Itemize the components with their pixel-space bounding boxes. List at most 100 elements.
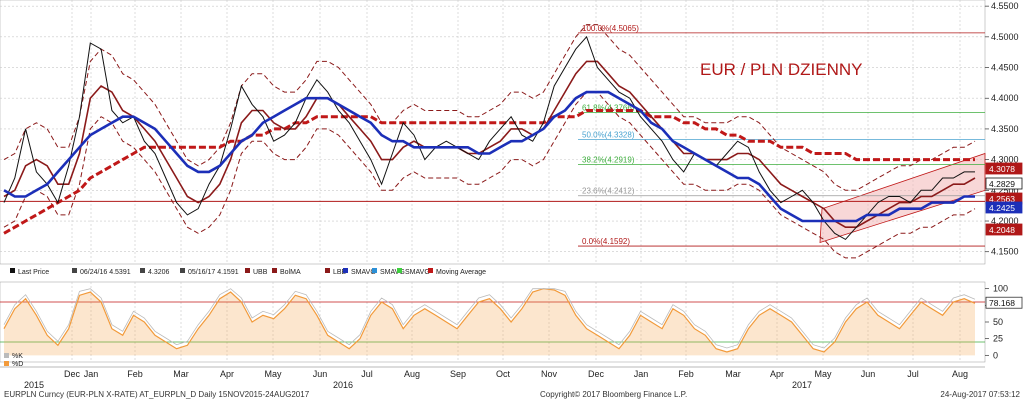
legend-label-5: BolMA: [280, 269, 301, 276]
legend-swatch-9: [397, 268, 402, 273]
x-month-label-15: Mar: [725, 369, 741, 379]
legend-swatch-5: [272, 268, 277, 273]
y-tick-label-7: 4.5000: [991, 32, 1019, 42]
legend-label-7: SMAVG: [351, 269, 376, 276]
legend-label-4: UBB: [253, 269, 268, 276]
y-tick-label-6: 4.4500: [991, 63, 1019, 73]
fib-label-3: 38.2%(4.2919): [582, 156, 635, 165]
x-month-label-18: Jun: [861, 369, 876, 379]
x-month-label-3: Mar: [173, 369, 189, 379]
y-tick-label-1: 4.2000: [991, 216, 1019, 226]
legend-swatch-0: [10, 268, 15, 273]
y-tick-label-3: 4.3000: [991, 155, 1019, 165]
stoch-area: [4, 288, 975, 356]
legend-label-3: 05/16/17 4.1591: [188, 269, 239, 276]
x-month-label-17: May: [814, 369, 832, 379]
x-month-label-9: Sep: [450, 369, 466, 379]
x-year-label-1: 2016: [333, 380, 353, 390]
series-smavg-blue: [3, 90, 975, 223]
stoch-y-tick-label-1: 25: [993, 334, 1003, 344]
legend-swatch-1: [72, 268, 77, 273]
x-month-label-16: Apr: [770, 369, 784, 379]
x-year-label-2: 2017: [792, 380, 812, 390]
chart-title: EUR / PLN DZIENNY: [700, 60, 862, 79]
x-month-label-10: Oct: [496, 369, 511, 379]
price-tag-box-4: [985, 223, 1023, 236]
stoch-d-line: [3, 288, 976, 353]
stoch-legend-label-1: %D: [12, 361, 23, 368]
fib-label-2: 50.0%(4.3328): [582, 130, 635, 139]
stoch-legend-label-0: %K: [12, 353, 23, 360]
legend-label-10: Moving Average: [436, 269, 486, 276]
x-month-label-19: Jul: [907, 369, 919, 379]
x-month-label-7: Jul: [361, 369, 373, 379]
x-month-label-11: Nov: [541, 369, 558, 379]
legend-swatch-7: [343, 268, 348, 273]
price-tag-label-4: 4.2048: [989, 225, 1015, 235]
footer-center: Copyright© 2017 Bloomberg Finance L.P.: [540, 390, 687, 399]
stoch-legend-swatch-0: [4, 353, 9, 358]
x-month-label-13: Jan: [634, 369, 649, 379]
y-axis: 4.1500 4.2000 4.2500 4.3000 4.3500 4.4000 4.45…: [985, 1, 1019, 360]
fib-label-0: 100.0%(4.5065): [582, 24, 639, 33]
footer-right: 24-Aug-2017 07:53:12: [940, 390, 1020, 399]
stoch-y-tick-label-4: 100: [993, 284, 1008, 294]
price-tag-label-0: 4.3078: [989, 164, 1015, 174]
price-tag-label-2: 4.2563: [989, 194, 1015, 204]
series-upper-band: [3, 24, 976, 191]
legend: Last Price 06/24/16 4.5391 4.3206 05/16/17 …: [4, 268, 486, 368]
stoch-y-tick-label-0: 0: [993, 350, 998, 360]
x-month-label-6: Jun: [313, 369, 328, 379]
series-lower-band: [3, 91, 976, 259]
x-month-label-4: Apr: [220, 369, 234, 379]
legend-swatch-6: [325, 268, 330, 273]
legend-swatch-4: [245, 268, 250, 273]
x-month-label-2: Feb: [127, 369, 143, 379]
fib-label-1: 61.8%(4.3766): [582, 104, 635, 113]
y-tick-label-4: 4.3500: [991, 124, 1019, 134]
legend-swatch-8: [372, 268, 377, 273]
fib-label-4: 23.6%(4.2412): [582, 187, 635, 196]
grid-lines: [0, 0, 985, 362]
x-axis: Dec Jan Feb Mar Apr May Jun Jul Aug Sep Oct Nov Dec J…: [0, 366, 985, 390]
legend-swatch-3: [180, 268, 185, 273]
legend-label-9: SMAVG: [405, 269, 430, 276]
footer-left: EURPLN Curncy (EUR-PLN X-RATE) AT_EURPLN…: [4, 390, 310, 399]
legend-label-8: SMAVG: [380, 269, 405, 276]
legend-label-0: Last Price: [18, 269, 49, 276]
price-tag-box-1: [985, 177, 1023, 190]
x-month-label-20: Aug: [952, 369, 968, 379]
x-month-label-0: Dec: [64, 369, 81, 379]
legend-swatch-10: [428, 268, 433, 273]
series-lines: [3, 24, 976, 259]
fib-label-5: 0.0%(4.1592): [582, 237, 630, 246]
stoch-y-tick-label-2: 50: [993, 317, 1003, 327]
x-year-label-0: 2015: [24, 380, 44, 390]
stochastic-panel: [0, 281, 986, 363]
x-month-label-5: May: [264, 369, 282, 379]
price-tag-box-3: [985, 201, 1023, 214]
price-tag-label-3: 4.2425: [989, 203, 1015, 213]
y-tick-label-5: 4.4000: [991, 93, 1019, 103]
y-tick-label-0: 4.1500: [991, 247, 1019, 257]
x-month-label-12: Dec: [588, 369, 605, 379]
x-month-label-8: Aug: [404, 369, 420, 379]
series-moving-average: [3, 109, 975, 235]
y-tick-label-8: 4.5500: [991, 1, 1019, 11]
legend-label-2: 4.3206: [148, 269, 170, 276]
stochastic-lines: [0, 288, 985, 356]
stoch-tag-box: [985, 296, 1023, 309]
legend-label-1: 06/24/16 4.5391: [80, 269, 131, 276]
price-tag-box-0: [985, 162, 1023, 175]
stoch-k-line: [3, 288, 976, 349]
y-tick-label-2: 4.2500: [991, 185, 1019, 195]
price-tag-label-1: 4.2829: [989, 179, 1015, 189]
stoch-tag-label: 78.168: [989, 298, 1015, 308]
legend-swatch-2: [140, 268, 145, 273]
x-month-label-1: Jan: [84, 369, 99, 379]
series-last-price: [3, 35, 975, 241]
legend-label-6: LBB: [333, 269, 347, 276]
x-month-label-14: Feb: [678, 369, 694, 379]
